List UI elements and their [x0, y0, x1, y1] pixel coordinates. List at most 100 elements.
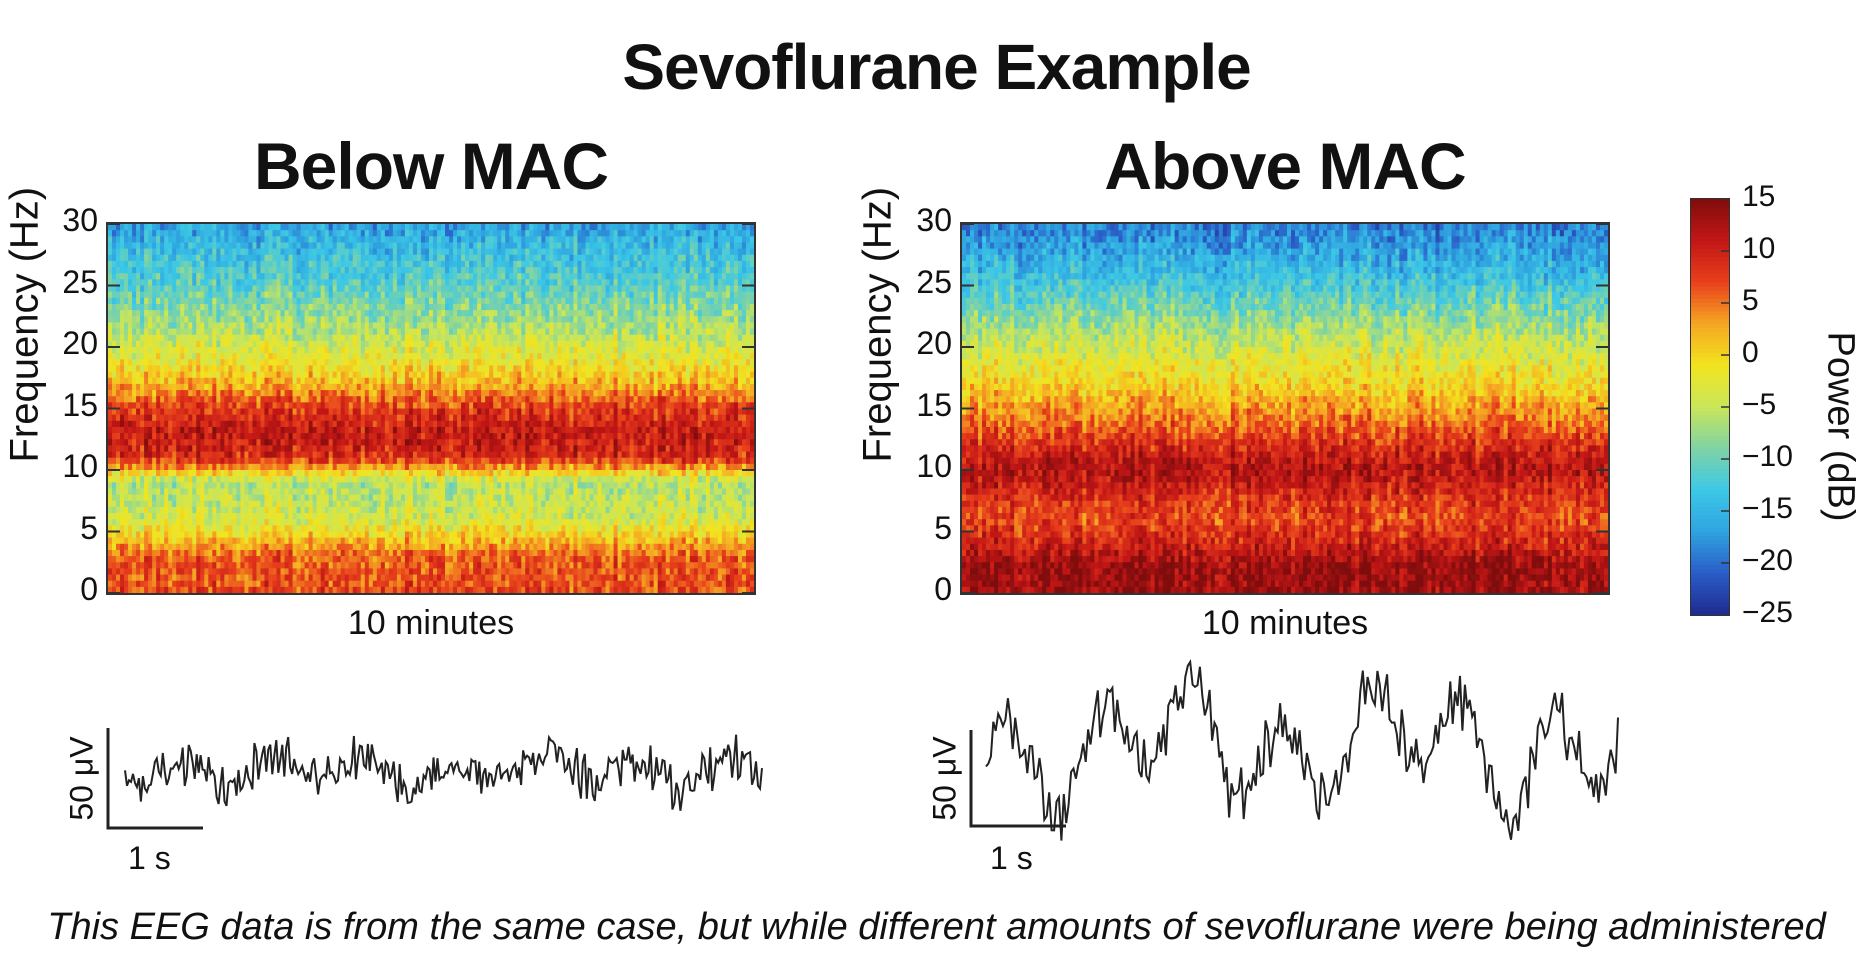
spectrogram-cell [196, 519, 201, 526]
spectrogram-cell [348, 568, 354, 576]
spectrogram-cell [368, 513, 374, 520]
spectrogram-cell [260, 224, 266, 231]
spectrogram-cell [120, 316, 125, 323]
spectrogram-cell [404, 463, 410, 471]
spectrogram-cell [228, 408, 233, 416]
spectrogram-cell [176, 402, 181, 410]
spectrogram-cell [156, 328, 161, 336]
spectrogram-cell [284, 420, 290, 428]
spectrogram-cell [372, 580, 378, 588]
spectrogram-cell [196, 377, 201, 385]
spectrogram-cell [332, 365, 338, 373]
spectrogram-cell [388, 408, 394, 416]
spectrogram-cell [156, 402, 161, 410]
spectrogram-cell [112, 371, 117, 379]
spectrogram-cell [160, 586, 165, 593]
spectrogram-cell [336, 371, 342, 379]
spectrogram-cell [236, 562, 242, 569]
spectrogram-cell [300, 279, 306, 287]
spectrogram-cell [324, 248, 330, 256]
spectrogram-cell [264, 328, 270, 336]
spectrogram-cell [312, 365, 318, 373]
spectrogram-cell [124, 297, 129, 305]
spectrogram-cell [316, 408, 322, 416]
spectrogram-cell [164, 353, 169, 360]
spectrogram-cell [424, 476, 430, 483]
spectrogram-cell [312, 230, 318, 237]
spectrogram-cell [276, 445, 282, 453]
spectrogram-cell [272, 482, 278, 490]
spectrogram-cell [184, 451, 189, 459]
spectrogram-cell [340, 224, 346, 231]
spectrogram-cell [276, 285, 282, 293]
spectrogram-cell [120, 340, 125, 348]
spectrogram-cell [304, 537, 310, 545]
spectrogram-cell [320, 248, 326, 256]
spectrogram-cell [328, 383, 334, 391]
spectrogram-cell [420, 426, 426, 434]
spectrogram-cell [136, 562, 141, 569]
spectrogram-cell [376, 371, 382, 379]
spectrogram-cell [296, 586, 302, 593]
spectrogram-cell [268, 254, 274, 262]
spectrogram-cell [292, 353, 298, 360]
spectrogram-cell [433, 365, 438, 373]
spectrogram-cell [128, 513, 133, 520]
spectrogram-cell [324, 267, 330, 274]
spectrogram-cell [268, 390, 274, 397]
spectrogram-cell [220, 254, 225, 262]
spectrogram-cell [156, 248, 161, 256]
spectrogram-cell [132, 426, 137, 434]
spectrogram-cell [128, 476, 133, 483]
spectrogram-cell [168, 285, 173, 293]
spectrogram-cell [160, 537, 165, 545]
spectrogram-cell [124, 451, 129, 459]
spectrogram-cell [120, 303, 125, 311]
spectrogram-cell [296, 513, 302, 520]
spectrogram-cell [240, 568, 246, 576]
spectrogram-cell [200, 562, 205, 569]
spectrogram-cell [232, 586, 237, 593]
spectrogram-cell [116, 267, 121, 274]
spectrogram-cell [280, 568, 286, 576]
spectrogram-cell [148, 445, 153, 453]
spectrogram-cell [328, 396, 334, 403]
spectrogram-cell [360, 476, 366, 483]
spectrogram-cell [172, 224, 177, 231]
spectrogram-cell [368, 451, 374, 459]
spectrogram-cell [336, 482, 342, 490]
spectrogram-cell [168, 408, 173, 416]
spectrogram-cell [280, 371, 286, 379]
spectrogram-cell [276, 340, 282, 348]
spectrogram-cell [108, 328, 113, 336]
spectrogram-cell [204, 297, 209, 305]
spectrogram-cell [264, 562, 270, 569]
spectrogram-cell [320, 285, 326, 293]
spectrogram-cell [424, 230, 430, 237]
spectrogram-cell [168, 267, 173, 274]
spectrogram-cell [240, 580, 246, 588]
spectrogram-cell [408, 242, 414, 250]
spectrogram-cell [184, 537, 189, 545]
spectrogram-cell [388, 402, 394, 410]
spectrogram-cell [424, 513, 430, 520]
spectrogram-cell [256, 525, 262, 533]
spectrogram-cell [416, 273, 422, 280]
spectrogram-cell [380, 420, 386, 428]
spectrogram-cell [224, 451, 229, 459]
spectrogram-cell [152, 396, 157, 403]
spectrogram-cell [376, 297, 382, 305]
spectrogram-cell [396, 562, 402, 569]
spectrogram-cell [204, 359, 209, 367]
spectrogram-cell [196, 525, 201, 533]
spectrogram-cell [312, 494, 318, 502]
spectrogram-cell [176, 549, 181, 557]
spectrogram-cell [392, 580, 398, 588]
spectrogram-cell [396, 285, 402, 293]
spectrogram-cell [168, 562, 173, 569]
spectrogram-cell [332, 426, 338, 434]
spectrogram-cell [220, 328, 225, 336]
spectrogram-cell [148, 371, 153, 379]
spectrogram-cell [392, 353, 398, 360]
spectrogram-cell [412, 562, 418, 569]
